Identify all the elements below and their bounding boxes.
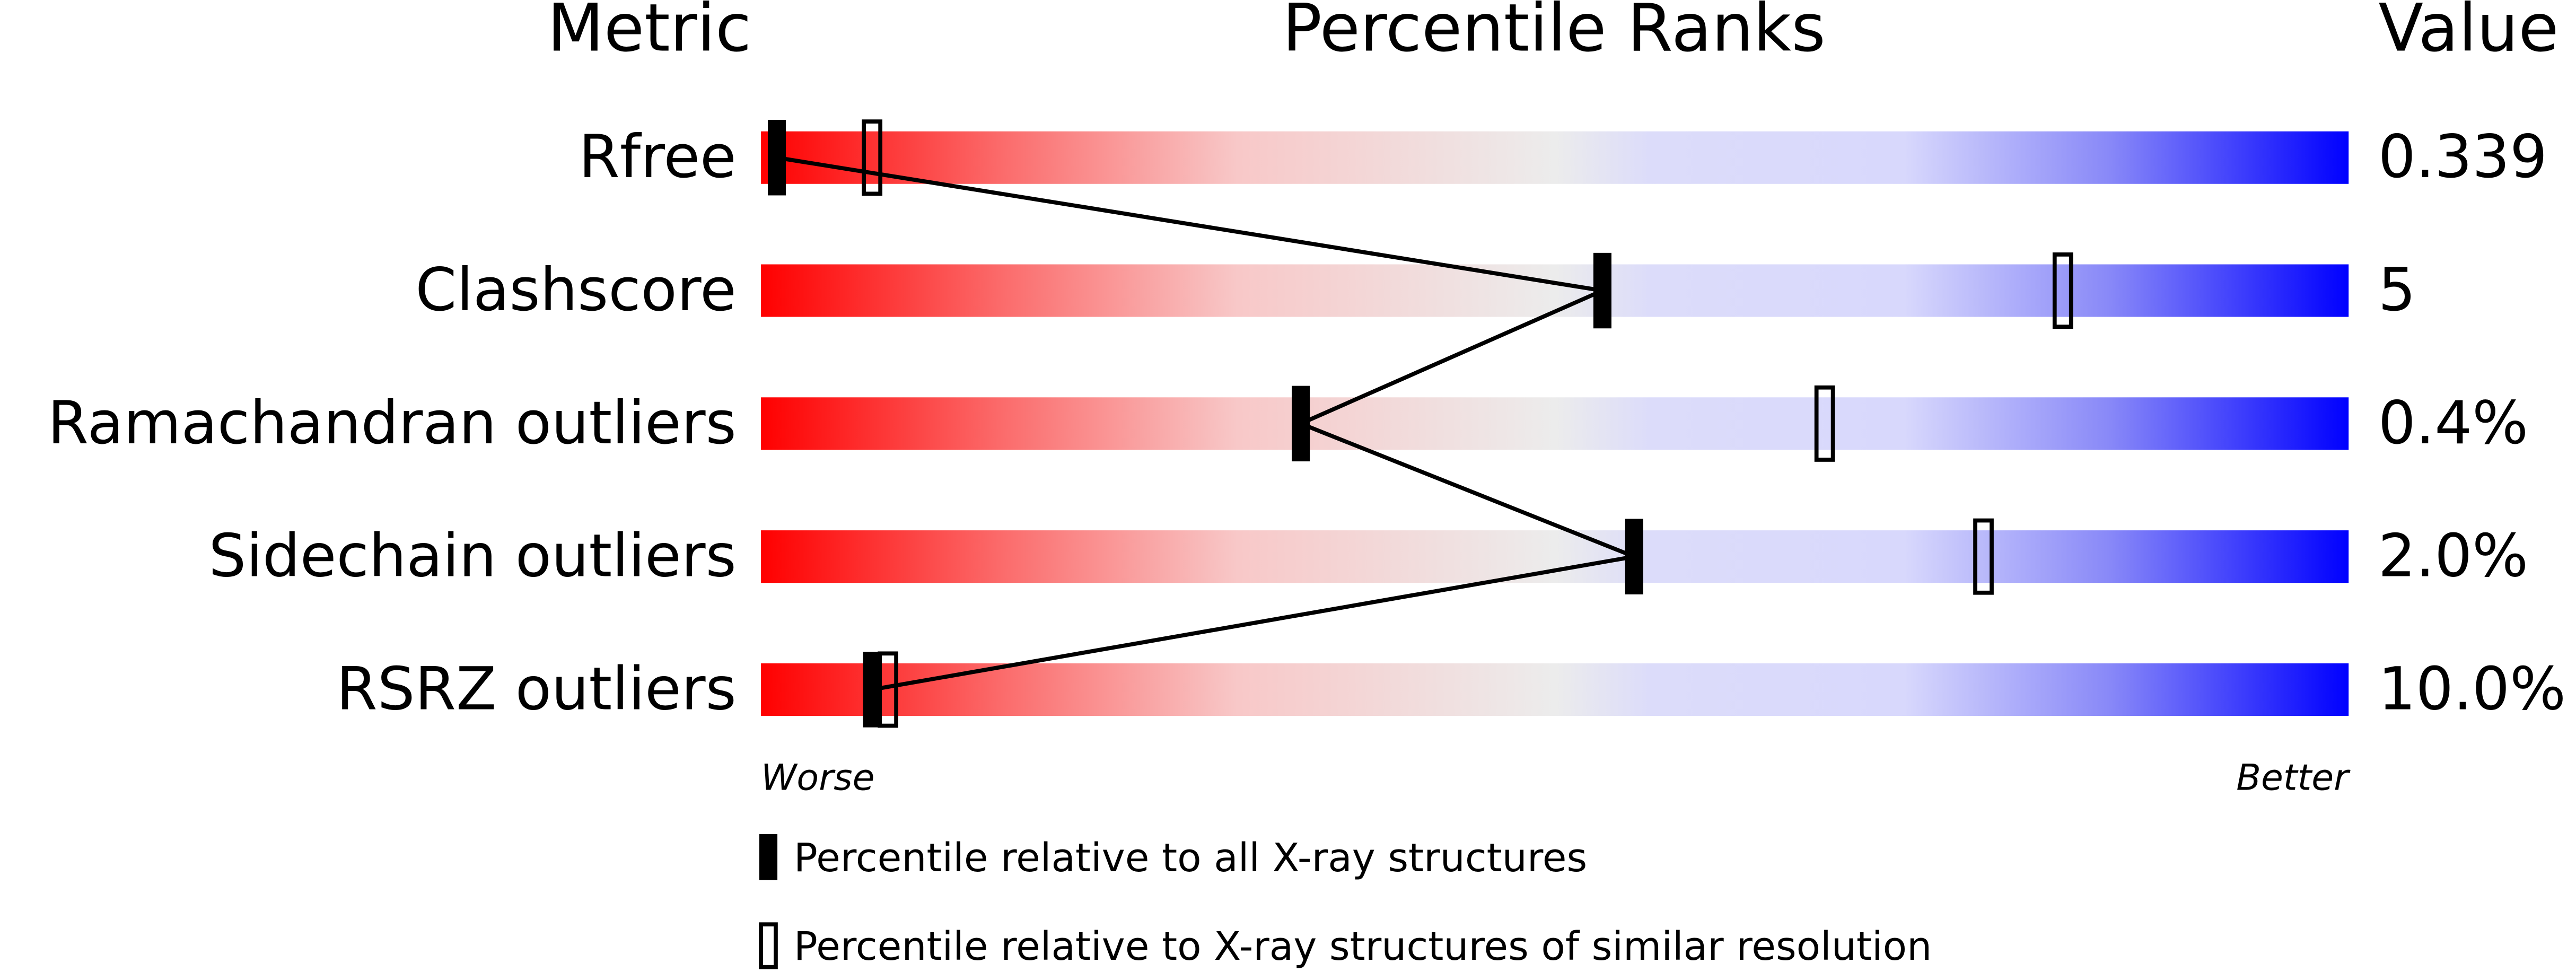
percentile-marker [1625,519,1643,594]
percentile-marker [1973,518,1994,595]
metric-label: Rfree [579,123,736,191]
metric-label: Clashscore [415,256,736,325]
metric-value: 10.0% [2378,655,2566,723]
better-label: Better [2236,757,2351,799]
metric-value: 5 [2378,256,2416,325]
percentile-marker [1593,252,1611,329]
slider-bar [761,131,2349,184]
percentile-marker [878,651,898,728]
header: Metric [547,0,751,67]
metric-value: 0.339 [2378,123,2547,191]
legend-swatch [759,922,778,969]
metric-label: Ramachandran outliers [48,389,737,458]
legend-swatch [759,834,778,880]
slider-bar [761,264,2349,317]
metric-label: Sidechain outliers [208,522,736,591]
metric-label: RSRZ outliers [336,655,736,723]
legend-label: Percentile relative to X-ray structures … [794,923,1932,969]
percentile-marker [1292,386,1310,462]
metric-value: 2.0% [2378,522,2528,591]
worse-label: Worse [761,757,874,799]
legend-label: Percentile relative to all X-ray structu… [794,835,1587,881]
percentile-marker [2052,252,2073,329]
slider-bar [761,530,2349,583]
percentile-marker [862,119,883,196]
percentile-marker [1814,385,1835,462]
percentile-marker [768,120,786,196]
slider-bar [761,397,2349,450]
slider-bar [761,663,2349,716]
metric-value: 0.4% [2378,389,2528,458]
header: Percentile Ranks [1282,0,1825,67]
header: Value [2378,0,2559,67]
